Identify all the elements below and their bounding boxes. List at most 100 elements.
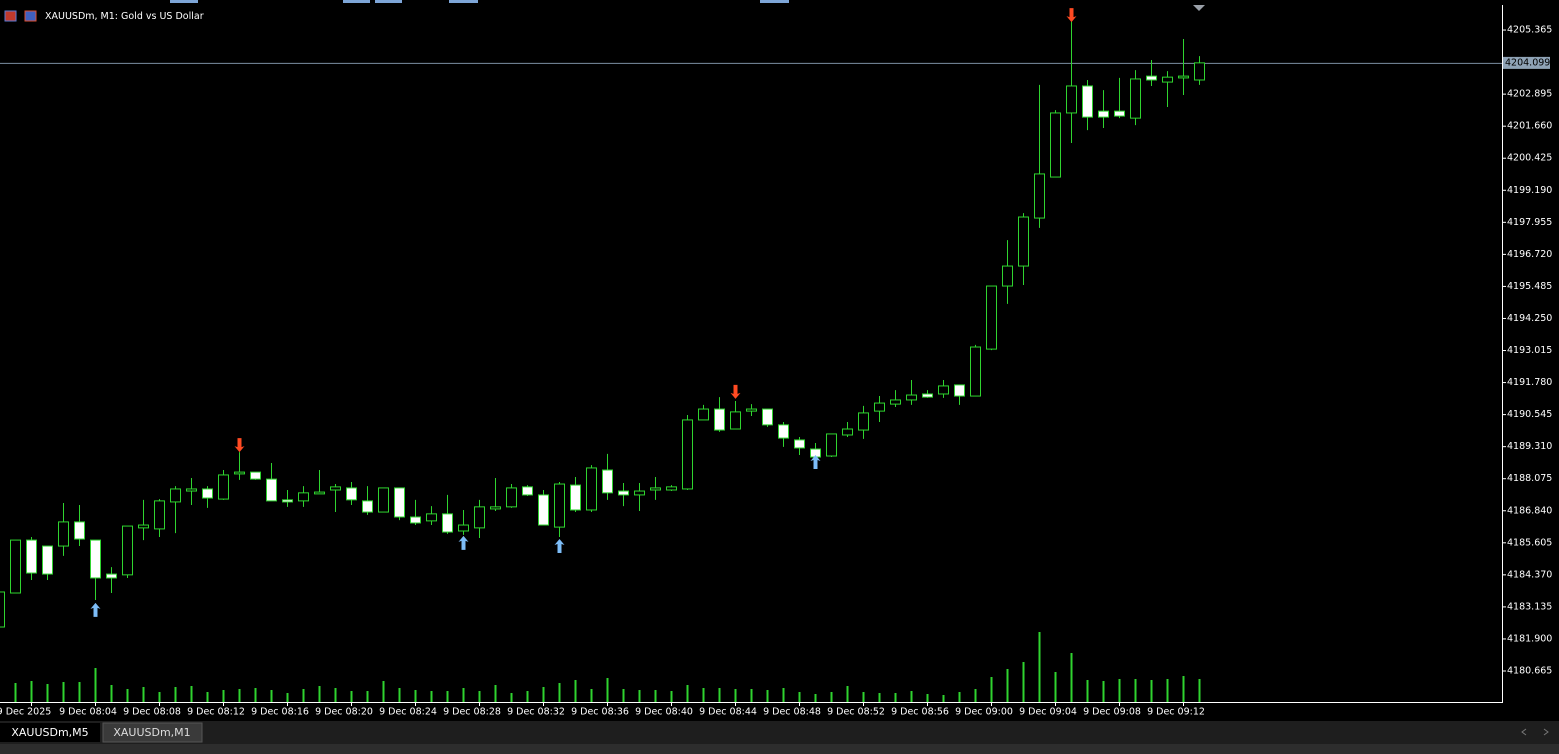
candle-body	[394, 487, 405, 518]
y-tick-label: 4184.370	[1507, 569, 1552, 580]
candle-body	[378, 487, 389, 513]
candle-body	[826, 433, 837, 457]
x-tick-label: 9 Dec 08:44	[699, 707, 757, 718]
candle-body	[202, 488, 213, 499]
sell-arrow	[730, 384, 741, 399]
candle-body	[682, 419, 693, 490]
candle-body	[954, 384, 965, 397]
x-tick-label: 9 Dec 09:12	[1147, 707, 1205, 718]
tab-label[interactable]: XAUUSDm,M5	[11, 726, 88, 739]
candle-body	[362, 500, 373, 513]
candle-body	[426, 513, 437, 522]
candle-body	[250, 471, 261, 480]
candle-body	[442, 513, 453, 533]
candle-body	[282, 499, 293, 503]
x-tick-label: 9 Dec 08:28	[443, 707, 501, 718]
y-tick-label: 4199.190	[1507, 185, 1552, 196]
symbol-icon	[24, 10, 37, 22]
candle-body	[490, 506, 501, 510]
candle-body	[586, 467, 597, 511]
scroll-left[interactable]	[1521, 728, 1527, 736]
candle-body	[1050, 112, 1061, 178]
candle-body	[58, 521, 69, 547]
buy-arrow	[90, 602, 101, 617]
candle-body	[666, 486, 677, 491]
x-tick-label: 9 Dec 08:48	[763, 707, 821, 718]
x-tick-label: 9 Dec 08:24	[379, 707, 437, 718]
candle-body	[0, 591, 5, 628]
candle-body	[1114, 110, 1125, 117]
candle-body	[1018, 216, 1029, 267]
candle-body	[74, 521, 85, 540]
tab-bar: XAUUSDm,M5 XAUUSDm,M1	[0, 721, 1559, 754]
toolbar-button	[343, 0, 370, 3]
tab[interactable]	[0, 723, 100, 742]
y-tick-label: 4180.665	[1507, 665, 1552, 676]
candle-body	[938, 385, 949, 395]
y-tick-label: 4195.485	[1507, 281, 1552, 292]
candle-body	[410, 516, 421, 524]
candle-body	[922, 393, 933, 398]
candle-body	[154, 500, 165, 530]
toolbar-button	[760, 0, 789, 3]
tab-label[interactable]: XAUUSDm,M1	[113, 726, 190, 739]
x-tick-label: 9 Dec 09:08	[1083, 707, 1141, 718]
y-tick-label: 4191.780	[1507, 377, 1552, 388]
candle-body	[234, 471, 245, 475]
candle-body	[746, 408, 757, 412]
shift-marker	[1193, 5, 1205, 11]
sell-arrow	[234, 438, 245, 453]
candle-body	[794, 439, 805, 449]
candle-body	[314, 491, 325, 495]
candle-body	[138, 524, 149, 529]
candle-body	[1130, 78, 1141, 119]
candle-body	[842, 428, 853, 436]
y-tick-label: 4205.365	[1507, 25, 1552, 36]
y-tick-label: 4189.310	[1507, 441, 1552, 452]
y-tick-label: 4197.955	[1507, 217, 1552, 228]
candle-body	[1066, 85, 1077, 114]
candle-body	[1162, 76, 1173, 83]
candle-body	[474, 506, 485, 529]
candle-body	[714, 408, 725, 431]
candle-body	[762, 408, 773, 426]
candle-body	[1034, 173, 1045, 219]
candle-body	[266, 478, 277, 502]
candle-body	[1002, 265, 1013, 287]
x-tick-label: 9 Dec 09:00	[955, 707, 1013, 718]
toolbar-button	[449, 0, 478, 3]
x-tick-label: 9 Dec 08:40	[635, 707, 693, 718]
candle-body	[506, 487, 517, 508]
candle-body	[42, 545, 53, 575]
candle-body	[858, 412, 869, 431]
x-tick-label: 9 Dec 08:12	[187, 707, 245, 718]
candle-body	[874, 402, 885, 412]
buy-arrow	[810, 454, 821, 469]
candle-body	[298, 492, 309, 502]
candle-body	[602, 469, 613, 494]
y-tick-label: 4201.660	[1507, 121, 1552, 132]
toolbar-button	[170, 0, 198, 3]
chart-icon	[4, 10, 17, 22]
x-tick-label: 9 Dec 09:04	[1019, 707, 1077, 718]
candle-body	[1194, 62, 1205, 81]
y-tick-label: 4185.605	[1507, 537, 1552, 548]
candle-body	[218, 474, 229, 500]
candle-body	[570, 484, 581, 511]
tab[interactable]	[102, 722, 203, 743]
toolbar-remnants	[170, 0, 789, 3]
candle-body	[106, 573, 117, 579]
candle-body	[906, 394, 917, 401]
candle-body	[538, 494, 549, 526]
candle-body	[330, 486, 341, 491]
x-tick-label: 9 Dec 08:32	[507, 707, 565, 718]
x-tick-label: 9 Dec 08:52	[827, 707, 885, 718]
candle-body	[1146, 75, 1157, 81]
scroll-right[interactable]	[1543, 728, 1549, 736]
y-tick-label: 4196.720	[1507, 249, 1552, 260]
candle-body	[346, 487, 357, 501]
tab-bar-bg	[0, 721, 1559, 744]
candle-body	[554, 483, 565, 528]
